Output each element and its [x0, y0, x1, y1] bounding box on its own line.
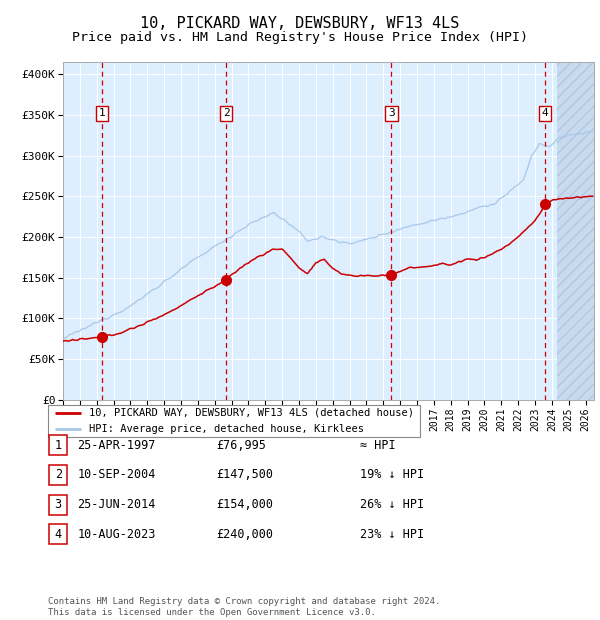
Text: 3: 3 — [388, 108, 395, 118]
Text: 26% ↓ HPI: 26% ↓ HPI — [360, 498, 424, 511]
Text: 10-SEP-2004: 10-SEP-2004 — [77, 469, 156, 481]
Text: £154,000: £154,000 — [216, 498, 273, 511]
Text: £76,995: £76,995 — [216, 439, 266, 451]
Text: 25-JUN-2014: 25-JUN-2014 — [77, 498, 156, 511]
Text: 2: 2 — [55, 469, 62, 481]
Text: HPI: Average price, detached house, Kirklees: HPI: Average price, detached house, Kirk… — [89, 424, 364, 434]
Text: 23% ↓ HPI: 23% ↓ HPI — [360, 528, 424, 541]
Text: £147,500: £147,500 — [216, 469, 273, 481]
Text: 1: 1 — [99, 108, 106, 118]
Text: 25-APR-1997: 25-APR-1997 — [77, 439, 156, 451]
Text: Contains HM Land Registry data © Crown copyright and database right 2024.
This d: Contains HM Land Registry data © Crown c… — [48, 598, 440, 617]
Text: 4: 4 — [55, 528, 62, 541]
Text: ≈ HPI: ≈ HPI — [360, 439, 395, 451]
Bar — [557, 62, 594, 400]
Text: 10-AUG-2023: 10-AUG-2023 — [77, 528, 156, 541]
Text: 10, PICKARD WAY, DEWSBURY, WF13 4LS (detached house): 10, PICKARD WAY, DEWSBURY, WF13 4LS (det… — [89, 408, 414, 418]
Text: £240,000: £240,000 — [216, 528, 273, 541]
Text: 19% ↓ HPI: 19% ↓ HPI — [360, 469, 424, 481]
Text: Price paid vs. HM Land Registry's House Price Index (HPI): Price paid vs. HM Land Registry's House … — [72, 31, 528, 44]
Text: 3: 3 — [55, 498, 62, 511]
Bar — [557, 62, 594, 400]
Text: 10, PICKARD WAY, DEWSBURY, WF13 4LS: 10, PICKARD WAY, DEWSBURY, WF13 4LS — [140, 16, 460, 30]
Text: 4: 4 — [542, 108, 548, 118]
Text: 1: 1 — [55, 439, 62, 451]
Text: 2: 2 — [223, 108, 230, 118]
